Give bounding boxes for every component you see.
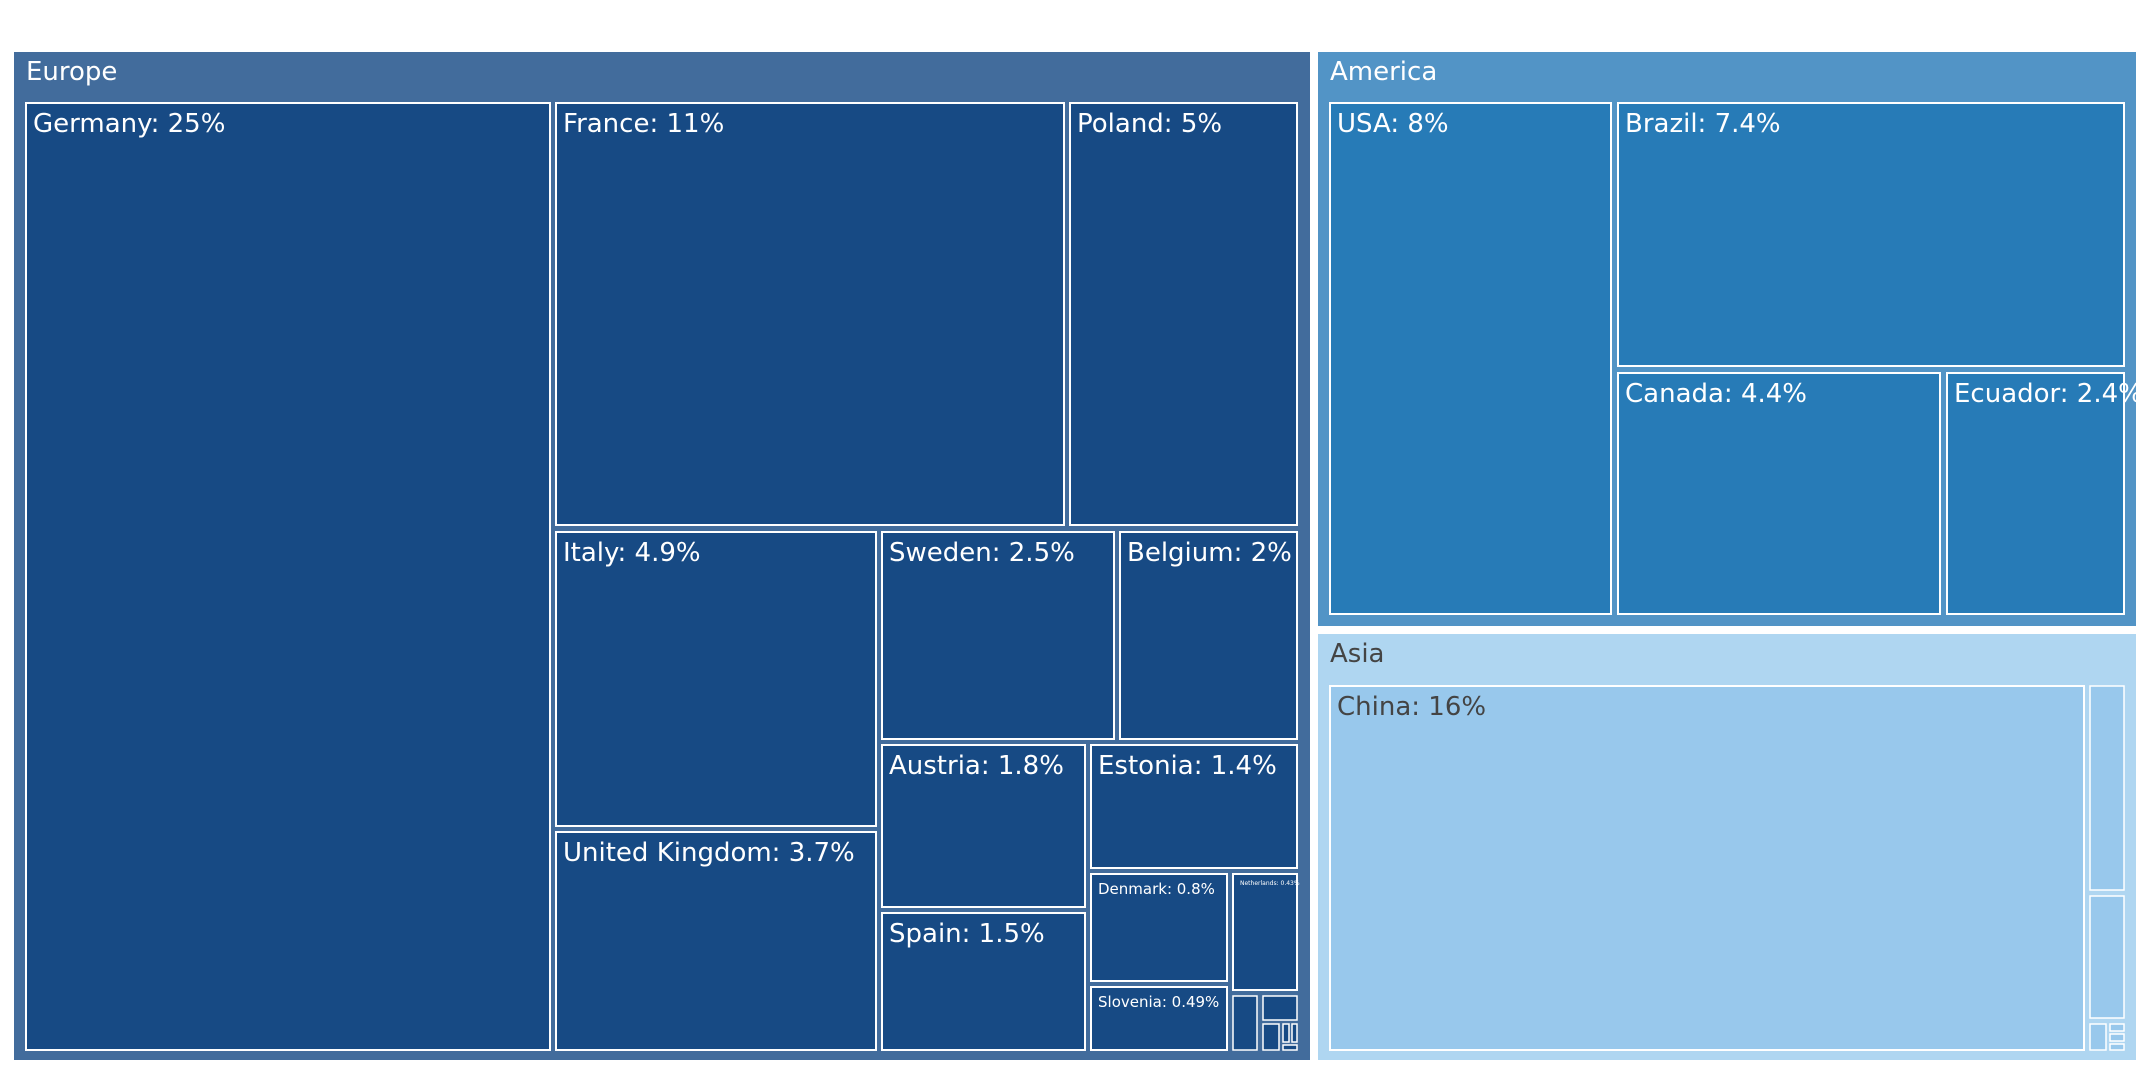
tile-unlabelled-europe-1 bbox=[1262, 995, 1298, 1021]
group-label-europe: Europe bbox=[26, 57, 117, 87]
tile-germany bbox=[25, 102, 551, 1051]
tile-label-sweden: Sweden: 2.5% bbox=[889, 538, 1075, 568]
tile-label-estonia: Estonia: 1.4% bbox=[1098, 751, 1277, 781]
tile-label-italy: Italy: 4.9% bbox=[563, 538, 701, 568]
group-label-america: America bbox=[1330, 57, 1437, 87]
tile-slovenia bbox=[1090, 986, 1228, 1051]
tile-france bbox=[555, 102, 1065, 526]
tile-label-usa: USA: 8% bbox=[1337, 109, 1449, 139]
tile-united-kingdom bbox=[555, 831, 877, 1051]
tile-brazil bbox=[1617, 102, 2125, 367]
tile-unlabelled-europe-0 bbox=[1232, 995, 1258, 1051]
tile-usa bbox=[1329, 102, 1612, 615]
tile-label-netherlands: Netherlands: 0.43% bbox=[1240, 880, 1300, 887]
tile-unlabelled-asia-11 bbox=[2109, 1043, 2125, 1051]
tile-denmark bbox=[1090, 873, 1228, 982]
tile-unlabelled-asia-8 bbox=[2089, 1023, 2107, 1051]
tile-label-ecuador: Ecuador: 2.4% bbox=[1954, 379, 2143, 409]
tile-label-france: France: 11% bbox=[563, 109, 724, 139]
tile-netherlands bbox=[1232, 873, 1298, 991]
tile-unlabelled-asia-10 bbox=[2109, 1033, 2125, 1042]
tile-austria bbox=[881, 744, 1086, 908]
tile-unlabelled-asia-6 bbox=[2089, 685, 2125, 891]
tile-china bbox=[1329, 685, 2085, 1051]
tile-belgium bbox=[1119, 531, 1298, 740]
treemap-tiny-tiles bbox=[1232, 685, 2125, 1051]
tile-label-austria: Austria: 1.8% bbox=[889, 751, 1064, 781]
tile-canada bbox=[1617, 372, 1941, 615]
tile-spain bbox=[881, 912, 1086, 1051]
tile-unlabelled-europe-4 bbox=[1291, 1023, 1298, 1043]
tile-poland bbox=[1069, 102, 1298, 526]
tile-label-denmark: Denmark: 0.8% bbox=[1098, 880, 1215, 898]
tile-sweden bbox=[881, 531, 1115, 740]
tile-label-belgium: Belgium: 2% bbox=[1127, 538, 1292, 568]
tile-label-poland: Poland: 5% bbox=[1077, 109, 1222, 139]
tile-estonia bbox=[1090, 744, 1298, 869]
treemap-leaves bbox=[25, 102, 2125, 1051]
tile-label-china: China: 16% bbox=[1337, 692, 1486, 722]
tile-unlabelled-europe-2 bbox=[1262, 1023, 1280, 1051]
tile-label-spain: Spain: 1.5% bbox=[889, 919, 1045, 949]
group-label-asia: Asia bbox=[1330, 639, 1385, 669]
tile-ecuador bbox=[1946, 372, 2125, 615]
tile-label-canada: Canada: 4.4% bbox=[1625, 379, 1807, 409]
tile-label-germany: Germany: 25% bbox=[33, 109, 225, 139]
tile-unlabelled-europe-5 bbox=[1282, 1044, 1298, 1051]
tile-label-united-kingdom: United Kingdom: 3.7% bbox=[563, 838, 855, 868]
treemap-labels: Europe Germany: 25% France: 11% Poland: 5% I… bbox=[26, 57, 2143, 1011]
tile-label-brazil: Brazil: 7.4% bbox=[1625, 109, 1781, 139]
tile-unlabelled-asia-7 bbox=[2089, 895, 2125, 1019]
tile-label-slovenia: Slovenia: 0.49% bbox=[1098, 993, 1219, 1011]
tile-unlabelled-asia-9 bbox=[2109, 1023, 2125, 1032]
tile-italy bbox=[555, 531, 877, 827]
tile-unlabelled-europe-3 bbox=[1282, 1023, 1290, 1043]
